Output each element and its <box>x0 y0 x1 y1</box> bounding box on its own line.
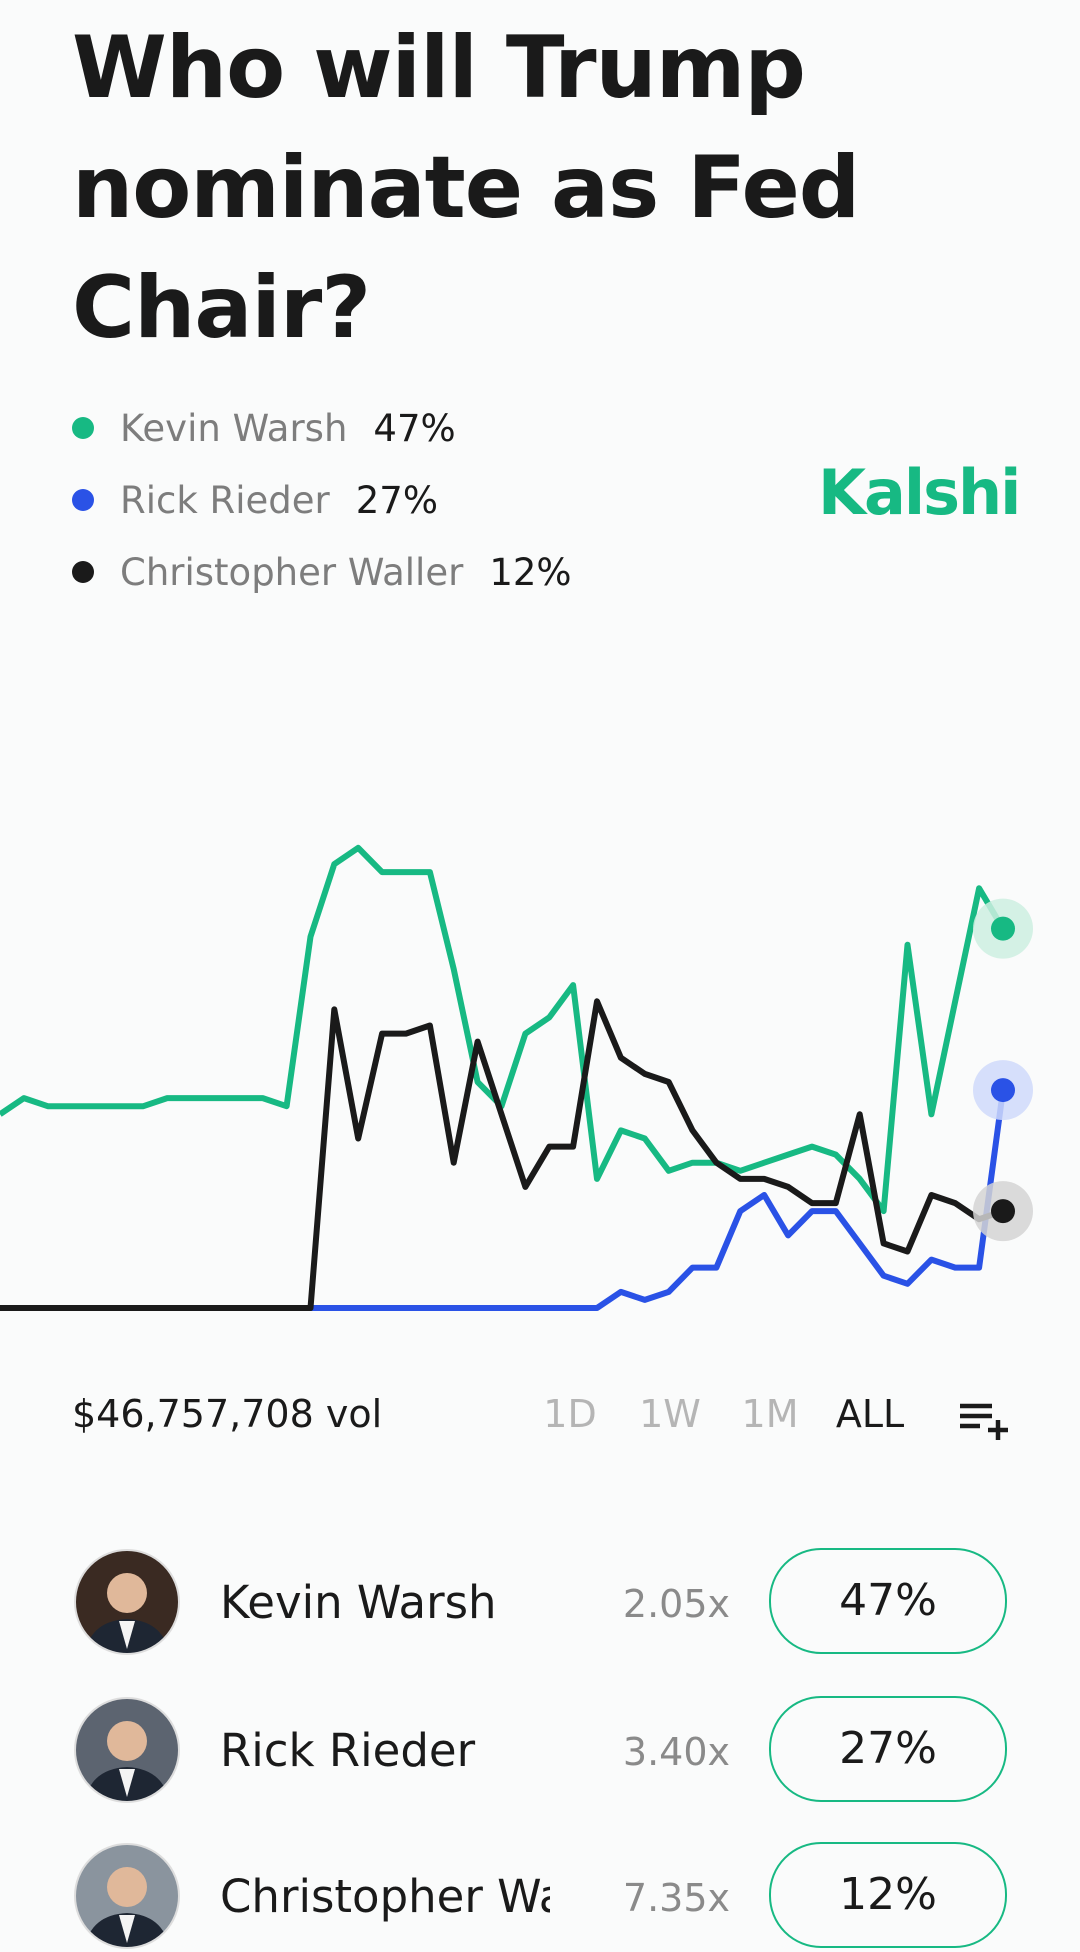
avatar <box>74 1843 180 1949</box>
legend-dot <box>72 561 94 583</box>
series-line <box>0 844 1006 1215</box>
timeframe-button[interactable]: 1W <box>639 1392 701 1436</box>
chance-button[interactable]: 12% <box>769 1842 1007 1948</box>
legend-value: 12% <box>489 550 572 594</box>
legend-value: 47% <box>373 406 456 450</box>
price-chart <box>0 844 1033 1311</box>
volume: $46,757,708 vol <box>72 1392 383 1436</box>
market-title: Who will Trump nominate as Fed Chair? <box>72 18 860 358</box>
legend-dot <box>72 417 94 439</box>
outcome-row: Rick Rieder 3.40x 27% <box>0 1696 1080 1806</box>
endpoint-dot <box>991 916 1015 941</box>
endpoint-dot <box>991 1078 1015 1103</box>
avatar <box>74 1697 180 1803</box>
endpoint-dot <box>991 1199 1015 1224</box>
legend-entry: Rick Rieder 27% <box>72 464 572 536</box>
timeframe-button[interactable]: ALL <box>835 1392 905 1436</box>
payout-multiplier: 2.05x <box>622 1582 730 1626</box>
timeframe-selector: 1D 1W 1M ALL <box>520 1392 920 1436</box>
brand-logo: Kalshi <box>818 456 1021 529</box>
legend-dot <box>72 489 94 511</box>
legend: Kevin Warsh 47% Rick Rieder 27% Christopher … <box>72 392 572 608</box>
payout-multiplier: 7.35x <box>622 1876 730 1920</box>
legend-value: 27% <box>355 478 438 522</box>
outcome-row: Christopher Waller 7.35x 12% <box>0 1842 1080 1952</box>
add-to-list-icon[interactable] <box>958 1400 1010 1444</box>
series-line <box>0 998 1004 1311</box>
outcome-name: Rick Rieder <box>220 1724 476 1777</box>
outcome-row: Kevin Warsh 2.05x 47% <box>0 1548 1080 1658</box>
legend-name: Rick Rieder <box>120 478 330 522</box>
app-screen: Who will Trump nominate as Fed Chair? Ke… <box>0 18 1080 1949</box>
outcome-name: Christopher Waller <box>220 1870 550 1923</box>
outcome-name: Kevin Warsh <box>220 1576 497 1629</box>
timeframe-button[interactable]: 1M <box>741 1392 799 1436</box>
chance-button[interactable]: 47% <box>769 1548 1007 1654</box>
avatar <box>74 1549 180 1655</box>
legend-name: Christopher Waller <box>120 550 464 594</box>
legend-name: Kevin Warsh <box>120 406 348 450</box>
payout-multiplier: 3.40x <box>622 1730 730 1774</box>
legend-entry: Kevin Warsh 47% <box>72 392 572 464</box>
legend-entry: Christopher Waller 12% <box>72 536 572 608</box>
timeframe-button[interactable]: 1D <box>543 1392 597 1436</box>
chance-button[interactable]: 27% <box>769 1696 1007 1802</box>
